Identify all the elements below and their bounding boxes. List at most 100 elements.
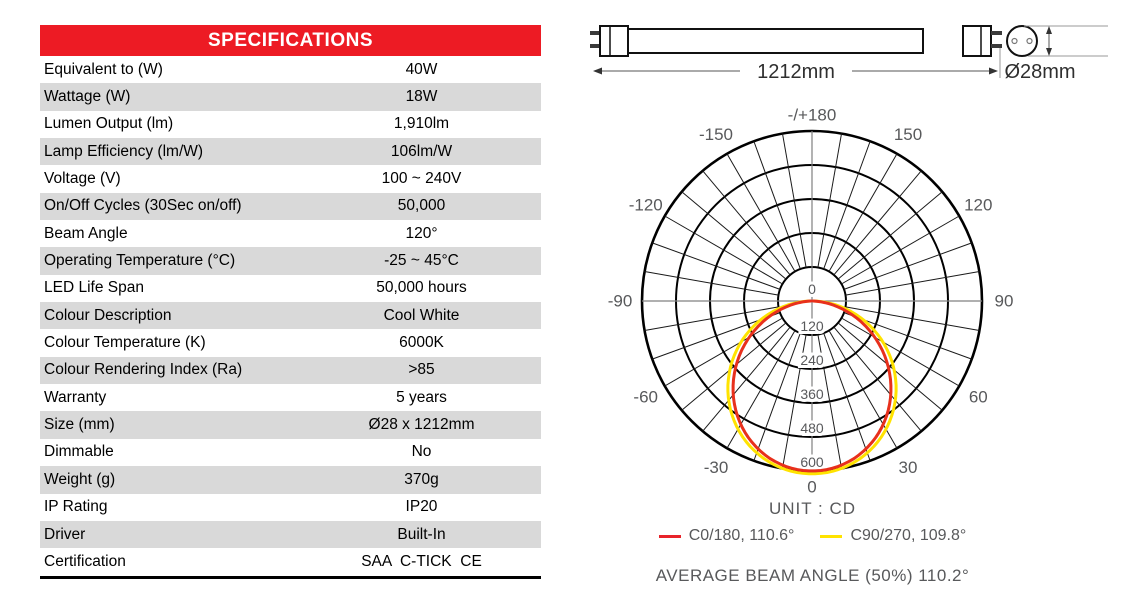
- tube-pin-icon: [590, 31, 601, 35]
- tube-dimension-drawing: 1212mm Ø28mm: [590, 25, 1108, 83]
- unit-label: UNIT : CD: [768, 499, 857, 518]
- spec-label: Driver: [44, 525, 86, 543]
- tube-length-label: 1212mm: [757, 61, 835, 83]
- svg-text:0: 0: [808, 281, 816, 297]
- table-row: Colour Temperature (K) 6000K: [40, 329, 541, 356]
- spec-value: 106lm/W: [390, 142, 453, 160]
- spec-label: Beam Angle: [44, 224, 128, 242]
- table-row: Warranty 5 years: [40, 384, 541, 411]
- spec-value: 120°: [405, 224, 438, 242]
- table-row: Colour Rendering Index (Ra) >85: [40, 356, 541, 385]
- svg-text:-60: -60: [633, 388, 658, 407]
- specifications-table: SPECIFICATIONS Equivalent to (W) 40W Wat…: [40, 25, 541, 579]
- table-row: Wattage (W) 18W: [40, 83, 541, 111]
- dimension-arrow-icon: [1046, 26, 1052, 34]
- legend-swatch-icon: [820, 534, 843, 538]
- spec-label: Dimmable: [44, 443, 114, 461]
- spec-label: Certification: [44, 552, 126, 570]
- svg-text:240: 240: [800, 352, 824, 368]
- spec-value: 1,910lm: [393, 115, 450, 133]
- dimension-arrow-icon: [593, 67, 602, 75]
- table-row: LED Life Span 50,000 hours: [40, 275, 541, 302]
- svg-text:90: 90: [995, 292, 1014, 311]
- spec-label: On/Off Cycles (30Sec on/off): [44, 197, 242, 215]
- tube-endview-icon: [1006, 25, 1038, 57]
- tube-diameter-label: Ø28mm: [1004, 61, 1075, 83]
- polar-angle-labels: -/+180 -150 150 -120 120 -90 90 -60 60 -30 30 0: [608, 106, 1014, 497]
- spec-value: 5 years: [396, 388, 447, 406]
- spec-value: Ø28 x 1212mm: [368, 416, 475, 434]
- spec-value: 50,000: [397, 197, 446, 215]
- table-row: Beam Angle 120°: [40, 220, 541, 247]
- spec-value: >85: [408, 361, 435, 379]
- spec-value: No: [411, 443, 432, 461]
- table-row: Equivalent to (W) 40W: [40, 56, 541, 83]
- svg-text:360: 360: [800, 386, 824, 402]
- table-row: Weight (g) 370g: [40, 466, 541, 494]
- table-row: Lumen Output (lm) 1,910lm: [40, 111, 541, 138]
- spec-label: Size (mm): [44, 416, 115, 434]
- svg-text:30: 30: [899, 458, 918, 477]
- tube-pin-icon: [590, 44, 601, 48]
- tube-endcap-icon: [599, 25, 629, 57]
- svg-text:150: 150: [894, 125, 922, 144]
- spec-value: 50,000 hours: [376, 279, 467, 297]
- spec-value: 100 ~ 240V: [381, 170, 462, 188]
- svg-text:-120: -120: [629, 196, 663, 215]
- legend-item: C90/270, 109.8°: [820, 527, 966, 545]
- svg-text:600: 600: [800, 454, 824, 470]
- spec-value: IP20: [405, 498, 438, 516]
- spec-value: 18W: [405, 88, 438, 106]
- table-row: On/Off Cycles (30Sec on/off) 50,000: [40, 192, 541, 221]
- svg-text:60: 60: [969, 388, 988, 407]
- spec-label: Colour Temperature (K): [44, 334, 206, 352]
- polar-curves: [726, 299, 898, 476]
- spec-value: Cool White: [383, 306, 460, 324]
- table-row: Certification SAA C-TICK CE: [40, 548, 541, 575]
- spec-label: Operating Temperature (°C): [44, 252, 236, 270]
- spec-label: LED Life Span: [44, 279, 144, 297]
- tube-pin-icon: [991, 31, 1002, 35]
- polar-radial-labels: 0 120 240 360 480 600: [797, 278, 827, 473]
- spec-value: -25 ~ 45°C: [384, 252, 459, 270]
- svg-text:-30: -30: [704, 458, 729, 477]
- spec-label: Colour Description: [44, 306, 172, 324]
- svg-text:0: 0: [807, 478, 816, 497]
- legend-item: C0/180, 110.6°: [658, 527, 795, 545]
- svg-text:480: 480: [800, 420, 824, 436]
- spec-label: Colour Rendering Index (Ra): [44, 361, 243, 379]
- spec-label: Lumen Output (lm): [44, 115, 174, 133]
- spec-label: Warranty: [44, 388, 107, 406]
- spec-value: SAA C-TICK CE: [361, 552, 482, 570]
- average-beam-angle-label: AVERAGE BEAM ANGLE (50%) 110.2°: [655, 566, 970, 585]
- table-row: Colour Description Cool White: [40, 302, 541, 330]
- spec-label: Lamp Efficiency (lm/W): [44, 142, 204, 160]
- svg-text:120: 120: [964, 196, 992, 215]
- spec-value: 370g: [404, 470, 439, 488]
- svg-text:-/+180: -/+180: [788, 106, 837, 125]
- spec-label: Equivalent to (W): [44, 60, 163, 78]
- legend-label: C0/180, 110.6°: [688, 527, 795, 544]
- table-row: Dimmable No: [40, 439, 541, 466]
- svg-text:-90: -90: [608, 292, 633, 311]
- spec-label: Weight (g): [44, 470, 116, 488]
- dimension-arrow-icon: [989, 67, 998, 75]
- specifications-header: SPECIFICATIONS: [40, 25, 541, 56]
- table-row: Voltage (V) 100 ~ 240V: [40, 165, 541, 192]
- table-row: Size (mm) Ø28 x 1212mm: [40, 411, 541, 439]
- table-row: IP Rating IP20: [40, 494, 541, 521]
- spec-label: Voltage (V): [44, 170, 121, 188]
- tube-body-icon: [627, 28, 924, 54]
- tube-endcap-icon: [962, 25, 992, 57]
- svg-text:-150: -150: [699, 125, 733, 144]
- spec-label: IP Rating: [44, 498, 108, 516]
- chart-legend: C0/180, 110.6° C90/270, 109.8°: [560, 527, 1065, 545]
- legend-label: C90/270, 109.8°: [850, 527, 967, 544]
- table-row: Lamp Efficiency (lm/W) 106lm/W: [40, 138, 541, 166]
- tube-pin-icon: [991, 44, 1002, 48]
- spec-value: Built-In: [397, 525, 446, 543]
- svg-text:120: 120: [800, 318, 824, 334]
- spec-label: Wattage (W): [44, 88, 131, 106]
